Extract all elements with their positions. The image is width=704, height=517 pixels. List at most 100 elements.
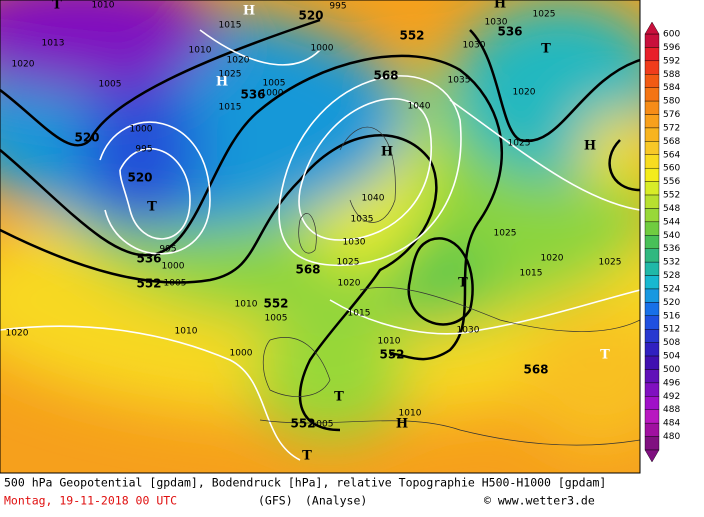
map-label: H <box>381 145 393 160</box>
map-label: 1025 <box>599 258 622 268</box>
map-label: 1025 <box>494 229 517 239</box>
colorbar-label: 504 <box>663 352 680 362</box>
map-label: 1030 <box>343 238 366 248</box>
map-label: H <box>396 417 408 432</box>
colorbar-label: 528 <box>663 271 680 281</box>
colorbar-cell <box>644 181 660 196</box>
colorbar-cell <box>644 114 660 129</box>
map-label: 1000 <box>130 125 153 135</box>
map-label: 1005 <box>311 420 334 430</box>
map-label: 1030 <box>457 326 480 336</box>
colorbar-label: 600 <box>663 30 680 40</box>
colorbar-label: 584 <box>663 83 680 93</box>
map-label: H <box>216 75 228 90</box>
colorbar-label: 592 <box>663 56 680 66</box>
colorbar-cell <box>644 409 660 424</box>
colorbar-cell <box>644 141 660 155</box>
map-label: 1020 <box>541 254 564 264</box>
map-label: 1020 <box>12 60 35 70</box>
map-label: H <box>243 4 255 19</box>
map-label: 552 <box>136 277 161 291</box>
map-label: 1000 <box>230 349 253 359</box>
coastlines <box>259 126 640 446</box>
colorbar-label: 536 <box>663 244 680 254</box>
map-label: 1013 <box>42 39 65 49</box>
colorbar-cell <box>644 355 660 370</box>
map-label: 1000 <box>311 44 334 54</box>
colorbar-label: 572 <box>663 123 680 133</box>
colorbar-cell <box>644 369 660 384</box>
map-label: 1030 <box>485 18 508 28</box>
colorbar-label: 576 <box>663 110 680 120</box>
map-label: 1035 <box>351 215 374 225</box>
map-label: 536 <box>497 25 522 39</box>
map-label: 552 <box>399 29 424 43</box>
colorbar-cell <box>644 60 660 75</box>
map-label: 1005 <box>99 80 122 90</box>
colorbar: 600 596 592 588 584 580 576 572 568 564 560 556 552 5… <box>644 21 680 463</box>
colorbar-label: 516 <box>663 311 680 321</box>
colorbar-label: 484 <box>663 419 680 429</box>
map-label: 1020 <box>513 88 536 98</box>
map-label: 552 <box>379 348 404 362</box>
map-label: 552 <box>263 297 288 311</box>
colorbar-cell <box>644 87 660 102</box>
colorbar-label: 540 <box>663 231 680 241</box>
colorbar-label: 580 <box>663 97 680 107</box>
colorbar-cell <box>644 288 660 303</box>
map-label: 1010 <box>399 409 422 419</box>
map-label: 568 <box>373 69 398 83</box>
map-label: 1015 <box>219 103 242 113</box>
colorbar-cell <box>644 261 660 276</box>
map-label: 995 <box>135 145 152 155</box>
colorbar-cell <box>644 342 660 357</box>
footer-credit: © www.wetter3.de <box>484 494 595 508</box>
map-label: 1000 <box>162 262 185 272</box>
map-label: 1040 <box>362 194 385 204</box>
map-label: T <box>302 449 312 464</box>
colorbar-cell <box>644 329 660 343</box>
colorbar-cell <box>644 167 660 182</box>
footer-date: Montag, 19-11-2018 00 UTC <box>4 494 177 508</box>
colorbar-cell <box>644 100 660 115</box>
footer-run: (Analyse) <box>305 494 367 508</box>
map-label: 1025 <box>337 258 360 268</box>
colorbar-arrow-top <box>644 21 660 35</box>
colorbar-cell <box>644 382 660 397</box>
colorbar-label: 492 <box>663 392 680 402</box>
colorbar-cell <box>644 396 660 410</box>
footer-caption: 500 hPa Geopotential [gpdam], Bodendruck… <box>4 476 606 490</box>
colorbar-label: 564 <box>663 150 680 160</box>
map-label: 520 <box>127 171 152 185</box>
map-label: 1035 <box>448 76 471 86</box>
map-label: T <box>541 42 551 57</box>
colorbar-cell <box>644 33 660 48</box>
map-area <box>0 0 640 473</box>
colorbar-cell <box>644 74 660 88</box>
colorbar-cell <box>644 275 660 290</box>
map-label: T <box>458 276 468 291</box>
map-label: 1015 <box>348 309 371 319</box>
colorbar-label: 588 <box>663 70 680 80</box>
colorbar-cell <box>644 436 660 451</box>
colorbar-label: 488 <box>663 405 680 415</box>
map-label: 1010 <box>189 46 212 56</box>
colorbar-label: 548 <box>663 204 680 214</box>
colorbar-cell <box>644 248 660 263</box>
colorbar-cell <box>644 221 660 236</box>
map-label: 568 <box>523 363 548 377</box>
map-label: 1005 <box>263 79 286 89</box>
map-label: 1020 <box>6 329 29 339</box>
map-label: 1000 <box>261 89 284 99</box>
map-label: 1010 <box>92 1 115 11</box>
map-label: 1005 <box>164 279 187 289</box>
map-label: 1015 <box>219 21 242 31</box>
map-label: 1025 <box>508 139 531 149</box>
colorbar-label: 568 <box>663 137 680 147</box>
colorbar-label: 524 <box>663 284 680 294</box>
colorbar-label: 560 <box>663 164 680 174</box>
map-label: 552 <box>290 417 315 431</box>
map-label: T <box>147 200 157 215</box>
map-label: H <box>494 0 506 12</box>
